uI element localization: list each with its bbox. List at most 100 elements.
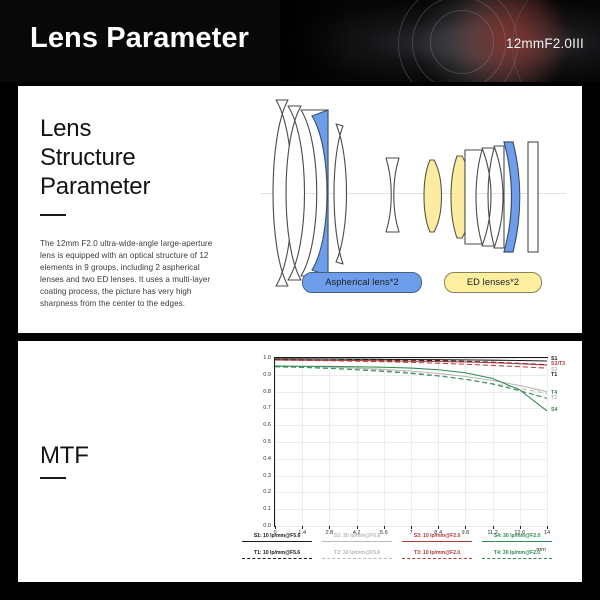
legend-label-T1: T1: 10 lp/mm@F5.6 [253, 550, 301, 556]
legend-label-S3: S3: 10 lp/mm@F2.0 [413, 533, 461, 539]
curve-edge-label-T2: T2 [551, 395, 558, 402]
curve-edge-label-T4: T4 [551, 390, 558, 397]
legend-swatch-T3 [402, 557, 472, 559]
mtf-legend: S1: 10 lp/mm@F5.6 S2: 30 lp/mm@F5.6 S3: 10… [240, 533, 570, 567]
legend-item-T3: T3: 10 lp/mm@F2.0 [400, 550, 474, 559]
structure-title-line3: Parameter [40, 173, 151, 200]
legend-label-T2: T2: 30 lp/mm@F5.6 [333, 550, 381, 556]
legend-item-T1: T1: 10 lp/mm@F5.6 [240, 550, 314, 559]
legend-swatch-T2 [322, 557, 392, 559]
x-axis-tick-label: 14 [543, 530, 551, 536]
x-gridline [519, 358, 521, 526]
y-axis-tick-label: 0.7 [263, 405, 271, 412]
lens-legend-badges: Aspherical lens*2 ED lenses*2 [254, 272, 572, 294]
y-axis-tick-label: 0.5 [263, 439, 271, 445]
curve-edge-label-S1: S1 [551, 355, 558, 362]
mtf-title-underline [40, 477, 66, 479]
mtf-panel: MTF 0.0 0.1 0.2 0.3 0.4 0.5 0.6 0.7 0.8 0.9 1.0 0 1.… [18, 341, 582, 582]
lens-ring-icon [430, 10, 494, 74]
lens-structure-panel: Lens Structure Parameter The 12mm F2.0 u… [18, 86, 582, 333]
x-axis-tick-label: 12.6 [514, 530, 526, 536]
legend-label-T3: T3: 10 lp/mm@F2.0 [413, 550, 461, 556]
x-axis-tick-label: 11.2 [487, 530, 498, 536]
y-axis-tick-label: 0.1 [263, 506, 271, 513]
structure-title-underline [40, 214, 66, 216]
x-axis-tick [492, 526, 494, 529]
x-gridline [383, 358, 385, 526]
x-axis-tick [302, 526, 304, 529]
legend-swatch-S3 [402, 540, 472, 542]
legend-swatch-S1 [242, 540, 312, 542]
mtf-curve-S4 [275, 365, 547, 412]
mtf-curve-T3 [275, 359, 547, 369]
x-axis-tick [465, 526, 467, 529]
lens-photo [280, 0, 600, 82]
x-axis-tick-label: 4.2 [352, 530, 361, 536]
x-axis-tick [275, 526, 276, 529]
legend-item-T2: T2: 30 lp/mm@F5.6 [320, 550, 394, 559]
x-axis-tick [383, 526, 385, 529]
optical-axis [260, 193, 566, 194]
structure-title-line1: Lens [40, 115, 92, 142]
mtf-chart: 0.0 0.1 0.2 0.3 0.4 0.5 0.6 0.7 0.8 0.9 1.0 0 1.4 2.8… [238, 351, 568, 581]
y-axis-tick-label: 0.6 [263, 422, 271, 429]
x-axis-tick-label: 1.4 [298, 530, 307, 536]
x-gridline [275, 358, 276, 526]
lens-elements-svg [272, 99, 539, 287]
mtf-plot-area: 0.0 0.1 0.2 0.3 0.4 0.5 0.6 0.7 0.8 0.9 1.0 0 1.4 2.8… [263, 355, 565, 536]
curve-edge-label-S3-T3: S3/T3 [551, 361, 566, 368]
x-gridline [329, 358, 331, 526]
legend-label-S4: S4: 30 lp/mm@F2.0 [493, 533, 541, 539]
legend-swatch-T1 [242, 557, 312, 559]
x-axis-tick [547, 526, 548, 529]
x-axis-tick [329, 526, 331, 529]
page-header: Lens Parameter 12mmF2.0III [0, 0, 600, 82]
curve-edge-label-T1: T1 [551, 371, 558, 378]
mtf-curve-S1 [275, 358, 547, 362]
x-gridline [492, 358, 494, 526]
structure-description: The 12mm F2.0 ultra-wide-angle large-ape… [40, 239, 213, 309]
lens-ring-icon [512, 0, 600, 82]
mtf-curve-T1 [275, 358, 547, 366]
x-axis-unit: mm [536, 547, 546, 553]
structure-title: Lens Structure Parameter [40, 114, 150, 201]
legend-item-S1: S1: 10 lp/mm@F5.6 [240, 533, 314, 542]
x-gridline [356, 358, 358, 526]
lens-diagram [254, 98, 572, 314]
curve-edge-label-S4: S4 [551, 407, 558, 414]
x-axis-tick [519, 526, 521, 529]
legend-item-S4: S4: 30 lp/mm@F2.0 [480, 533, 554, 542]
x-axis-tick [438, 526, 440, 529]
y-axis-tick-label: 0.2 [263, 489, 271, 496]
x-axis-tick [356, 526, 358, 529]
legend-swatch-T4 [482, 557, 552, 559]
legend-row: S1: 10 lp/mm@F5.6 S2: 30 lp/mm@F5.6 S3: 10… [240, 533, 570, 550]
x-axis-tick-label: 0 [273, 530, 277, 536]
mtf-curve-T2 [275, 365, 547, 394]
page-title: Lens Parameter [30, 22, 250, 54]
legend-item-S3: S3: 10 lp/mm@F2.0 [400, 533, 474, 542]
y-axis-tick-label: 0.0 [263, 523, 271, 529]
mtf-curves [275, 358, 547, 412]
legend-swatch-S4 [482, 540, 552, 542]
model-label: 12mmF2.0III [506, 36, 584, 51]
legend-label-S2: S2: 30 lp/mm@F5.6 [333, 533, 381, 539]
curve-edge-label-S2: S2 [551, 366, 558, 373]
y-axis-tick-label: 1.0 [263, 355, 271, 361]
y-axis-tick-label: 0.4 [263, 455, 271, 462]
legend-swatch-S2 [322, 540, 392, 542]
structure-title-line2: Structure [40, 144, 136, 171]
legend-label-T4: T4: 30 lp/mm@F2.0 [493, 550, 541, 556]
mtf-title: MTF [40, 442, 89, 469]
badge-aspherical: Aspherical lens*2 [302, 272, 422, 293]
x-axis-tick-label: 2.8 [325, 530, 334, 536]
lens-ring-icon [412, 0, 506, 82]
badge-ed: ED lenses*2 [444, 272, 542, 293]
legend-label-S1: S1: 10 lp/mm@F5.6 [253, 533, 301, 539]
x-axis-tick [411, 526, 412, 529]
x-axis-tick-label: 9.8 [461, 530, 470, 536]
x-axis-tick-label: 8.4 [434, 530, 443, 536]
y-axis-tick-label: 0.9 [263, 371, 271, 378]
x-gridline [438, 358, 440, 526]
